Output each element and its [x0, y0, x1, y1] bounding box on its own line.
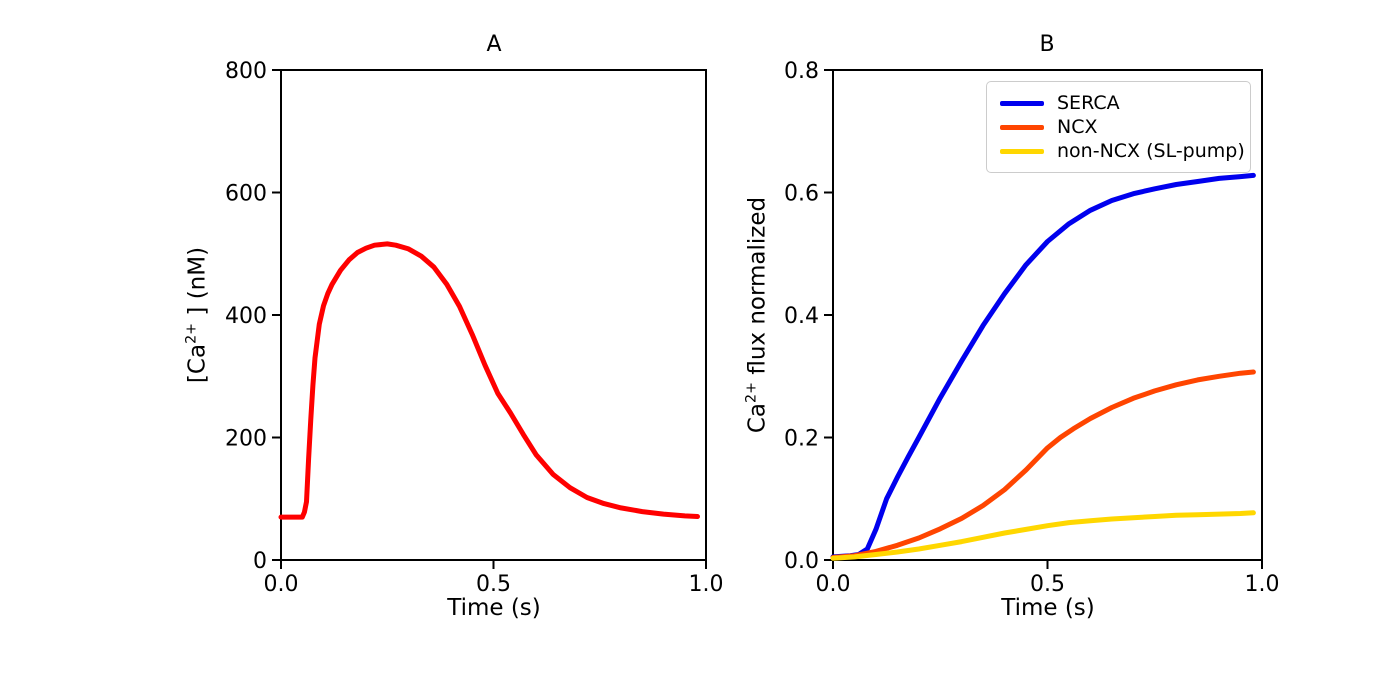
x-tick-label: 0.5: [1030, 572, 1065, 597]
panel-b-title: B: [1039, 32, 1055, 57]
legend-swatch-icon: [1000, 124, 1044, 130]
legend-entry-serca: SERCA: [1000, 91, 1236, 115]
panel-a-title: A: [486, 32, 502, 57]
y-tick-label: 400: [225, 304, 267, 329]
legend-entry-non-ncx-sl-pump-: non-NCX (SL-pump): [1000, 139, 1245, 163]
x-tick-label: 1.0: [689, 572, 724, 597]
panel-b-xaxis-label: Time (s): [1001, 595, 1095, 621]
legend-label: non-NCX (SL-pump): [1057, 140, 1245, 162]
x-tick-label: 0.0: [816, 572, 851, 597]
series-line-non-ncx-sl-pump-: [830, 510, 1256, 561]
panel-a-spines: [280, 69, 707, 561]
y-tick-label: 200: [225, 427, 267, 452]
y-tick-label: 0.4: [784, 304, 819, 329]
y-tick-label: 0.6: [784, 182, 819, 207]
x-tick-label: 0.0: [264, 572, 299, 597]
y-tick-label: 0: [253, 549, 267, 574]
panel-b-yaxis-label: Ca2+ flux normalized: [743, 196, 771, 434]
y-tick-label: 0.0: [784, 549, 819, 574]
series-line-ncx: [830, 369, 1256, 560]
legend-label: NCX: [1057, 116, 1098, 138]
y-tick-label: 0.8: [784, 59, 819, 84]
y-tick-label: 0.2: [784, 427, 819, 452]
legend-swatch-icon: [1000, 100, 1044, 106]
y-tick-label: 600: [225, 182, 267, 207]
y-tick-label: 800: [225, 59, 267, 84]
legend-entry-ncx: NCX: [1000, 115, 1236, 139]
x-tick-label: 0.5: [476, 572, 511, 597]
legend-label: SERCA: [1057, 92, 1120, 114]
panel-a-xaxis-label: Time (s): [447, 595, 541, 621]
panel-a-xaxis-label-text: Time (s): [447, 595, 541, 621]
panel-a-yaxis-label: [Ca2+ ] (nM): [183, 246, 211, 384]
panel-b-xaxis-label-text: Time (s): [1001, 595, 1095, 621]
legend: SERCA NCX non-NCX (SL-pump): [986, 81, 1251, 173]
legend-swatch-icon: [1000, 148, 1044, 154]
x-tick-label: 1.0: [1245, 572, 1280, 597]
series-line-serca: [830, 172, 1256, 560]
series-line-ca2-transient: [278, 241, 700, 520]
